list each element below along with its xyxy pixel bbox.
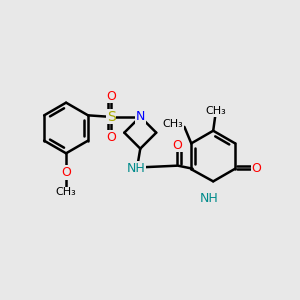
Text: O: O: [61, 166, 71, 179]
Text: O: O: [106, 90, 116, 103]
Text: O: O: [172, 139, 182, 152]
Text: CH₃: CH₃: [206, 106, 226, 116]
Text: S: S: [107, 110, 116, 124]
Text: NH: NH: [127, 162, 146, 175]
Text: CH₃: CH₃: [162, 118, 183, 129]
Text: NH: NH: [200, 192, 218, 205]
Text: N: N: [136, 110, 145, 123]
Text: O: O: [252, 162, 262, 175]
Text: CH₃: CH₃: [56, 188, 76, 197]
Text: O: O: [106, 131, 116, 144]
